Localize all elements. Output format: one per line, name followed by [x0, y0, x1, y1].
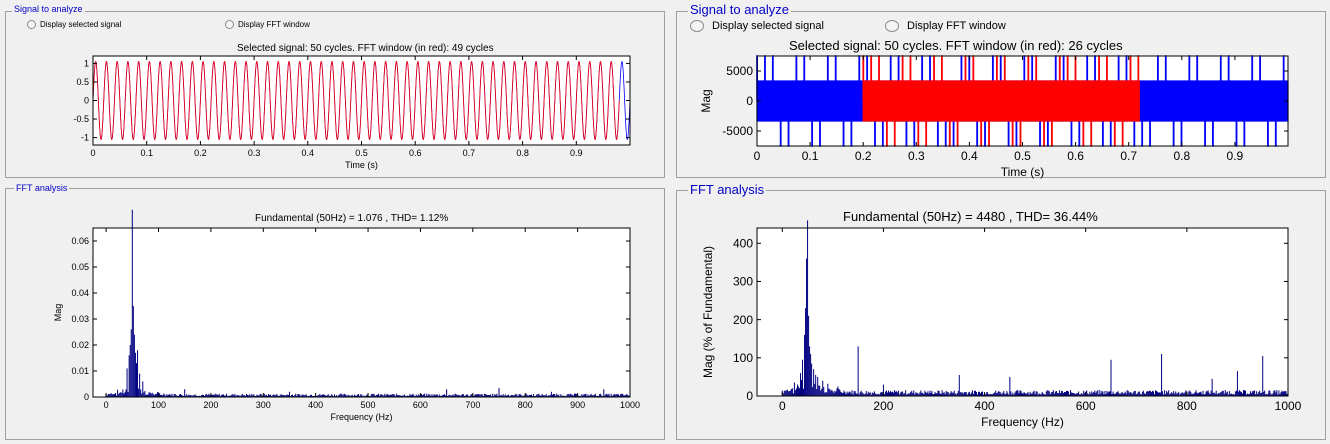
x-tick-label: 0.5 [1014, 149, 1031, 163]
right-fft-panel-legend: FFT analysis [688, 182, 767, 197]
y-tick-label: 200 [733, 313, 753, 327]
y-tick-label: 0.03 [71, 314, 89, 324]
radio-label: Display FFT window [238, 20, 310, 29]
x-axis-label: Frequency (Hz) [330, 412, 392, 422]
x-tick-label: 0.8 [516, 148, 529, 158]
y-tick-label: 100 [733, 351, 753, 365]
x-tick-label: 0 [754, 149, 761, 163]
right-radio-display-fft-window[interactable]: Display FFT window [885, 20, 1006, 32]
plot-frame [756, 227, 1289, 397]
radio-unselected-icon [885, 20, 899, 32]
x-tick-label: 100 [151, 400, 166, 410]
left-signal-panel [5, 11, 665, 178]
y-tick-label: 0 [84, 96, 89, 106]
x-tick-label: 600 [413, 400, 428, 410]
x-tick-label: 800 [1177, 399, 1197, 413]
x-tick-label: 700 [465, 400, 480, 410]
pwm-series-line [862, 55, 1140, 147]
x-axis-label: Frequency (Hz) [981, 415, 1064, 429]
plot-area [757, 228, 1288, 396]
right-signal-panel [676, 11, 1326, 178]
plot-frame [92, 227, 631, 398]
x-tick-label: 0.9 [1227, 149, 1244, 163]
right-fft-chart-title: Fundamental (50Hz) = 4480 , THD= 36.44% [843, 209, 1098, 224]
radio-selected-icon [690, 20, 704, 32]
x-tick-label: 0 [104, 400, 109, 410]
x-tick-label: 0.1 [802, 149, 819, 163]
x-axis-label: Time (s) [1001, 165, 1045, 179]
x-tick-label: 0.2 [855, 149, 872, 163]
radio-label: Display selected signal [712, 20, 824, 32]
y-axis-label: Mag (% of Fundamental) [701, 246, 715, 378]
x-tick-label: 600 [1076, 399, 1096, 413]
y-tick-label: -0.5 [73, 114, 89, 124]
x-tick-label: 0.7 [1120, 149, 1137, 163]
left-signal-panel-legend: Signal to analyze [12, 4, 85, 14]
x-tick-label: 0.9 [570, 148, 583, 158]
x-tick-label: 300 [256, 400, 271, 410]
y-tick-label: 0 [746, 94, 753, 108]
x-tick-label: 800 [518, 400, 533, 410]
x-tick-label: 0 [779, 399, 786, 413]
y-tick-label: 0.06 [71, 236, 89, 246]
x-tick-label: 200 [203, 400, 218, 410]
radio-label: Display selected signal [40, 20, 122, 29]
x-tick-label: 1000 [1275, 399, 1302, 413]
left-radio-display-fft-window[interactable]: Display FFT window [225, 20, 310, 29]
y-axis-label: Mag [53, 304, 63, 322]
y-tick-label: -1 [81, 133, 89, 143]
x-tick-label: 0.3 [908, 149, 925, 163]
x-tick-label: 0.5 [355, 148, 368, 158]
x-tick-label: 0.4 [961, 149, 978, 163]
x-tick-label: 1000 [620, 400, 640, 410]
right-signal-chart-title: Selected signal: 50 cycles. FFT window (… [789, 38, 1123, 53]
y-tick-label: 1 [84, 59, 89, 69]
y-tick-label: 5000 [726, 64, 753, 78]
y-axis-label: Mag [699, 89, 713, 112]
y-tick-label: -5000 [722, 124, 753, 138]
signal-series-line [92, 60, 620, 141]
radio-unselected-icon [225, 20, 234, 29]
y-tick-label: 0.5 [76, 77, 89, 87]
y-tick-label: 0.04 [71, 288, 89, 298]
x-tick-label: 0.6 [409, 148, 422, 158]
x-tick-label: 0.8 [1173, 149, 1190, 163]
x-tick-label: 0.4 [302, 148, 315, 158]
x-tick-label: 0.7 [463, 148, 476, 158]
x-tick-label: 0.3 [248, 148, 261, 158]
right-signal-panel-legend: Signal to analyze [688, 2, 792, 17]
x-tick-label: 0.1 [140, 148, 153, 158]
right-radio-display-selected-signal[interactable]: Display selected signal [690, 20, 824, 32]
y-tick-label: 0.05 [71, 262, 89, 272]
x-tick-label: 500 [361, 400, 376, 410]
x-tick-label: 400 [308, 400, 323, 410]
y-tick-label: 0 [84, 392, 89, 402]
x-tick-label: 0.2 [194, 148, 207, 158]
y-tick-label: 0.02 [71, 340, 89, 350]
left-radio-display-selected-signal[interactable]: Display selected signal [27, 20, 121, 29]
left-fft-panel [5, 188, 665, 440]
x-tick-label: 0 [90, 148, 95, 158]
x-axis-label: Time (s) [345, 160, 378, 170]
y-tick-label: 0 [746, 389, 753, 403]
y-tick-label: 0.01 [71, 366, 89, 376]
x-tick-label: 0.6 [1067, 149, 1084, 163]
y-tick-label: 400 [733, 236, 753, 250]
radio-selected-icon [27, 20, 36, 29]
y-tick-label: 300 [733, 275, 753, 289]
right-fft-panel [676, 190, 1326, 440]
x-tick-label: 200 [873, 399, 893, 413]
x-tick-label: 400 [975, 399, 995, 413]
plot-area [93, 228, 630, 397]
x-tick-label: 900 [570, 400, 585, 410]
left-fft-panel-legend: FFT analysis [14, 183, 70, 193]
left-fft-chart-title: Fundamental (50Hz) = 1.076 , THD= 1.12% [255, 213, 449, 224]
radio-label: Display FFT window [907, 20, 1006, 32]
left-signal-chart-title: Selected signal: 50 cycles. FFT window (… [237, 43, 494, 54]
